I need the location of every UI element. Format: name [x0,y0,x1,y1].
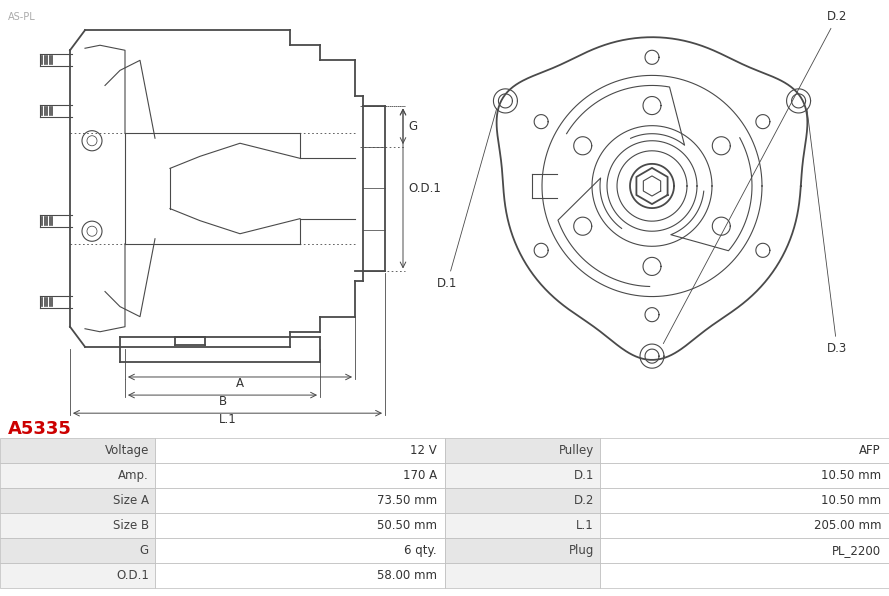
Bar [445,438,600,463]
Text: 12 V: 12 V [410,444,437,457]
Bar [155,538,445,563]
Text: 50.50 mm: 50.50 mm [377,519,437,532]
Text: Amp.: Amp. [118,469,149,482]
Bar [445,513,600,538]
Text: 6 qty.: 6 qty. [404,544,437,557]
Text: Size A: Size A [113,494,149,507]
Bar [445,563,600,588]
Bar [155,438,445,463]
Bar [445,488,600,513]
Bar [155,513,445,538]
Text: L.1: L.1 [576,519,594,532]
Text: Size B: Size B [113,519,149,532]
Text: G: G [408,120,417,133]
Bar [0,563,155,588]
Text: D.1: D.1 [437,108,497,290]
Text: G: G [140,544,149,557]
Text: 73.50 mm: 73.50 mm [377,494,437,507]
Bar [445,538,600,563]
Text: PL_2200: PL_2200 [832,544,881,557]
Text: A: A [236,377,244,390]
Text: Pulley: Pulley [559,444,594,457]
Bar [155,563,445,588]
Text: 10.50 mm: 10.50 mm [821,469,881,482]
Bar [600,438,889,463]
Text: D.2: D.2 [573,494,594,507]
Text: D.2: D.2 [663,10,847,344]
Text: D.1: D.1 [573,469,594,482]
Text: 170 A: 170 A [403,469,437,482]
Text: Voltage: Voltage [105,444,149,457]
Text: 205.00 mm: 205.00 mm [813,519,881,532]
Bar [0,538,155,563]
Text: 58.00 mm: 58.00 mm [377,569,437,582]
Bar [155,488,445,513]
Bar [600,538,889,563]
Bar [0,513,155,538]
Text: 10.50 mm: 10.50 mm [821,494,881,507]
Text: D.3: D.3 [807,108,847,355]
Bar [0,488,155,513]
Text: L.1: L.1 [219,413,236,426]
Text: O.D.1: O.D.1 [116,569,149,582]
Text: B: B [219,395,227,408]
Bar [155,463,445,488]
Bar [600,488,889,513]
Text: AFP: AFP [860,444,881,457]
Text: A5335: A5335 [8,420,72,438]
Bar [0,438,155,463]
Bar [600,513,889,538]
Text: AS-PL: AS-PL [8,12,36,22]
Text: Plug: Plug [569,544,594,557]
Bar [0,463,155,488]
Bar [445,463,600,488]
Text: O.D.1: O.D.1 [408,182,441,195]
Bar [600,563,889,588]
Bar [600,463,889,488]
